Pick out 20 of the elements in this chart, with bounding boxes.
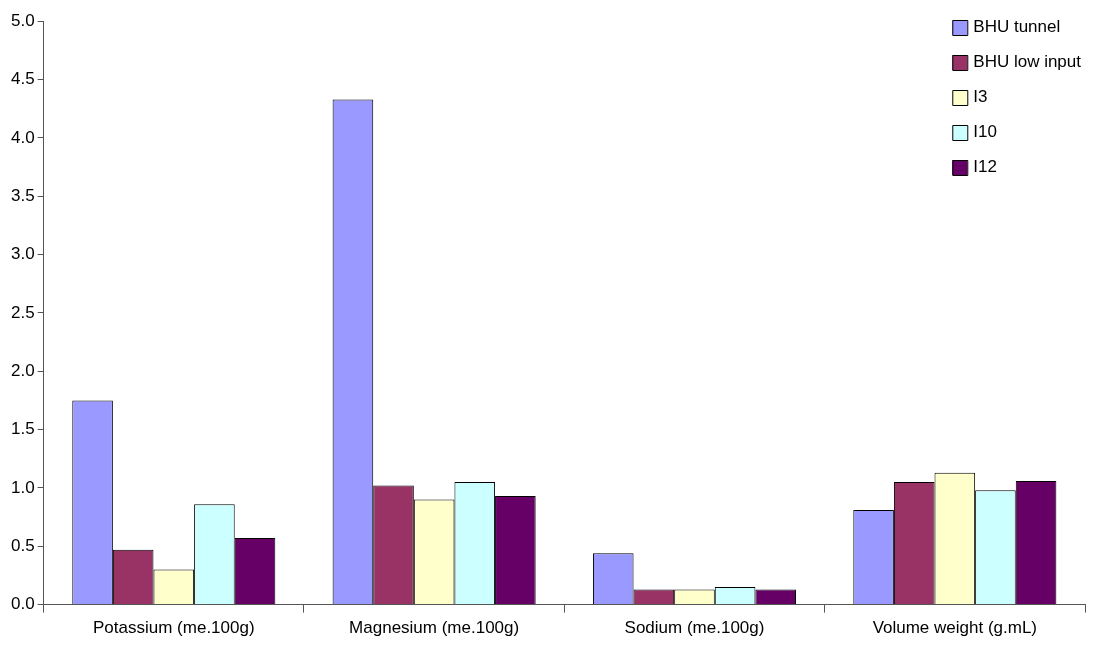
y-tick-label: 1.5: [10, 419, 35, 439]
x-tick-label: Magnesium (me.100g): [349, 618, 520, 638]
x-tick-label: Volume weight (g.mL): [872, 618, 1038, 638]
y-tick-label: 3.0: [10, 244, 35, 264]
y-tick-label: 5.0: [10, 10, 35, 30]
y-tick-label: 2.5: [10, 302, 35, 322]
legend-label: BHU low input: [973, 52, 1082, 72]
y-tick-label: 2.0: [10, 360, 35, 380]
y-tick-label: 0.0: [10, 594, 35, 614]
y-tick-label: 4.5: [10, 69, 35, 89]
legend-label: I10: [973, 122, 997, 142]
y-tick-label: 3.5: [10, 185, 35, 205]
legend-label: I12: [973, 157, 997, 177]
y-tick-label: 0.5: [10, 535, 35, 555]
y-tick-label: 4.0: [10, 127, 35, 147]
y-tick-label: 1.0: [10, 477, 35, 497]
legend-label: BHU tunnel: [973, 17, 1061, 37]
x-tick-label: Sodium (me.100g): [624, 618, 765, 638]
legend-label: I3: [973, 87, 988, 107]
x-tick-label: Potassium (me.100g): [93, 618, 255, 638]
